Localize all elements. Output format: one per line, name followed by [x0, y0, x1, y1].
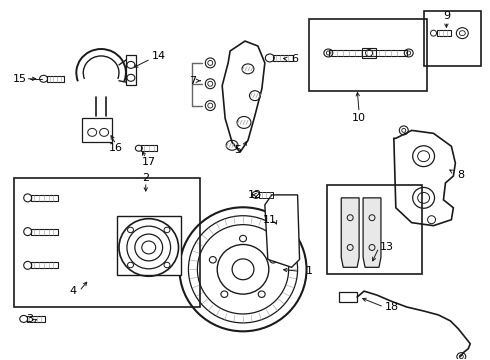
- Text: 12: 12: [248, 190, 262, 200]
- Text: 14: 14: [151, 51, 166, 61]
- Bar: [362, 48, 376, 58]
- Text: 8: 8: [457, 170, 464, 180]
- Bar: [31, 195, 58, 201]
- Polygon shape: [394, 130, 455, 226]
- Polygon shape: [126, 55, 136, 85]
- Bar: [329, 50, 407, 56]
- Bar: [327, 185, 421, 274]
- Bar: [14, 178, 200, 307]
- Text: 7: 7: [189, 76, 196, 86]
- Bar: [26, 316, 45, 322]
- Bar: [424, 11, 481, 66]
- Polygon shape: [341, 198, 359, 267]
- Polygon shape: [222, 41, 265, 152]
- Text: 4: 4: [70, 286, 77, 296]
- Text: 6: 6: [291, 54, 298, 64]
- Polygon shape: [363, 198, 381, 267]
- Bar: [31, 262, 58, 268]
- Bar: [437, 30, 451, 36]
- Text: 2: 2: [142, 173, 149, 183]
- Text: 3: 3: [26, 314, 33, 324]
- Text: 1: 1: [306, 266, 313, 276]
- Text: 10: 10: [352, 113, 366, 123]
- Text: 13: 13: [380, 243, 394, 252]
- Bar: [339, 292, 357, 302]
- Bar: [310, 19, 427, 91]
- Bar: [273, 55, 293, 61]
- Text: 5: 5: [235, 145, 242, 155]
- Bar: [141, 145, 157, 151]
- Text: 18: 18: [385, 302, 399, 312]
- Polygon shape: [265, 195, 299, 267]
- Bar: [82, 118, 112, 142]
- Text: 15: 15: [13, 74, 27, 84]
- Bar: [31, 229, 58, 235]
- Bar: [259, 192, 273, 198]
- Polygon shape: [117, 216, 180, 275]
- Text: 9: 9: [443, 11, 450, 21]
- Text: 11: 11: [263, 215, 277, 225]
- Bar: [47, 76, 64, 82]
- Text: 17: 17: [142, 157, 156, 167]
- Text: 16: 16: [109, 143, 123, 153]
